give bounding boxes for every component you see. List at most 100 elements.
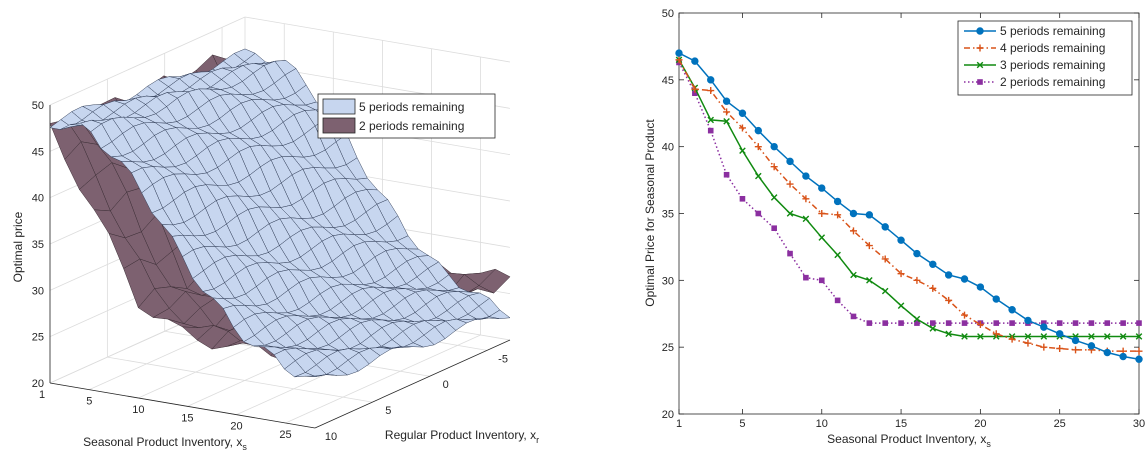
surface-ylabel-text: Regular Product Inventory, x (385, 428, 536, 442)
surface-ztick-label: 50 (32, 100, 44, 112)
series-point-1 (1135, 347, 1143, 355)
series-point-1 (770, 163, 778, 171)
series-line-1 (678, 59, 1139, 352)
series-point-2 (1103, 333, 1111, 340)
surface-ylabel-sub: r (536, 435, 539, 445)
series-point-0 (913, 249, 921, 258)
series-point-3 (1120, 320, 1126, 326)
series-point-3 (850, 313, 857, 320)
series-point-0 (754, 126, 763, 135)
series-point-3 (993, 320, 1000, 326)
line-ytick-label: 50 (662, 8, 674, 20)
series-point-0 (802, 172, 810, 180)
series-point-3 (1088, 320, 1095, 326)
line-xtick-label: 25 (1054, 418, 1066, 430)
series-point-0 (929, 260, 937, 268)
line-legend-marker-0 (976, 27, 984, 35)
series-point-2 (881, 287, 889, 295)
series-point-2 (961, 333, 968, 340)
series-point-3 (771, 225, 777, 232)
line-xtick-label: 20 (974, 418, 986, 430)
series-point-1 (913, 276, 921, 284)
series-point-0 (992, 295, 1000, 303)
surface-ztick-label: 45 (32, 146, 44, 158)
line-legend-box (957, 20, 1133, 96)
series-point-2 (977, 333, 984, 340)
series-point-3 (1072, 320, 1079, 326)
line-xtick-label: 5 (739, 418, 745, 430)
series-point-2 (739, 147, 746, 154)
series-point-2 (945, 330, 952, 338)
surface-face (304, 374, 326, 377)
series-point-2 (897, 302, 905, 310)
series-point-0 (707, 76, 715, 84)
series-point-1 (802, 195, 810, 203)
surface-xlabel: Seasonal Product Inventory, xs (83, 435, 247, 452)
series-point-0 (881, 223, 889, 231)
series-point-1 (1040, 343, 1048, 351)
series-point-3 (707, 127, 714, 134)
surface-xtick-label: 15 (181, 412, 193, 424)
surface-ytick-label: 0 (443, 379, 449, 391)
series-point-3 (834, 297, 841, 304)
series-point-2 (707, 116, 715, 124)
grid-line (49, 16, 246, 106)
series-point-0 (770, 142, 778, 151)
line-legend-entry-1: 4 periods remaining (964, 41, 1105, 55)
series-point-3 (818, 277, 825, 284)
series-point-1 (1056, 345, 1064, 353)
series-point-0 (738, 109, 747, 117)
line-ytick-label: 40 (662, 142, 674, 154)
series-point-3 (929, 320, 936, 326)
grid-line (107, 356, 373, 403)
series-point-0 (1024, 316, 1032, 325)
surface-axes (49, 105, 511, 429)
series-point-1 (992, 330, 1000, 338)
series-point-0 (691, 57, 699, 65)
line-legend-entry-0: 5 periods remaining (964, 24, 1105, 38)
surface-ztick-label: 30 (32, 285, 44, 297)
line-legend-marker-1 (976, 44, 984, 52)
line-legend-marker-2 (976, 61, 984, 69)
series-point-3 (914, 320, 920, 326)
line-ytick-label: 45 (662, 75, 674, 87)
series-point-3 (803, 274, 809, 281)
grid-line (244, 16, 511, 63)
series-point-3 (945, 320, 952, 326)
series-point-1 (723, 108, 731, 116)
line-legend-label-1: 4 periods remaining (1000, 41, 1105, 55)
series-point-0 (976, 283, 985, 291)
line-ytick-label: 20 (662, 409, 674, 421)
series-point-0 (1119, 352, 1127, 361)
surface-xtick-label: 20 (230, 421, 242, 433)
series-point-2 (723, 117, 730, 125)
series-point-2 (802, 215, 810, 223)
series-point-3 (787, 250, 793, 257)
series-point-3 (1041, 320, 1047, 326)
surface-xtick-label: 5 (86, 396, 92, 408)
series-point-1 (897, 270, 905, 278)
series-point-0 (1087, 342, 1096, 350)
series-point-0 (960, 275, 969, 283)
x-axis-line (49, 382, 316, 429)
y-axis-line (314, 339, 511, 429)
surface-zlabel-text: Optimal price (11, 211, 25, 282)
line-legend-label-2: 3 periods remaining (1000, 58, 1105, 72)
surface-ztick-label: 20 (32, 378, 44, 390)
line-ytick-label: 35 (662, 209, 674, 221)
line-ytick-label: 25 (662, 342, 674, 354)
surface-xlabel-text: Seasonal Product Inventory, x (83, 435, 242, 449)
series-point-2 (1088, 333, 1095, 340)
line-ylabel-text: Optimal Price for Seasonal Product (643, 119, 657, 307)
surface-ytick-label: 10 (325, 431, 337, 443)
line-legend-marker-3 (977, 79, 983, 85)
series-point-2 (786, 210, 794, 217)
series-point-1 (707, 87, 715, 95)
series-point-3 (1056, 320, 1063, 326)
surface-ytick-label: 5 (385, 405, 391, 417)
series-point-3 (1136, 320, 1142, 326)
surface-xtick-label: 1 (39, 389, 45, 401)
series-point-1 (754, 143, 762, 151)
